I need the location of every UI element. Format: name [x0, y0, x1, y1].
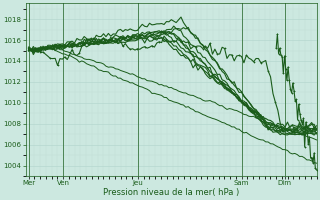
- X-axis label: Pression niveau de la mer( hPa ): Pression niveau de la mer( hPa ): [103, 188, 239, 197]
